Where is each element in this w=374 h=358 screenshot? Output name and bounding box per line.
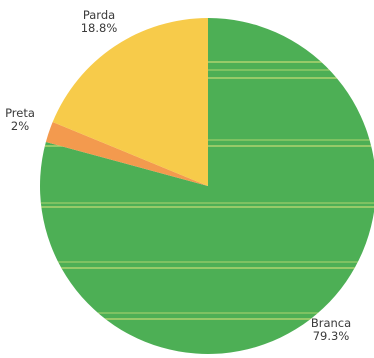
label-parda-value: 18.8% [81, 21, 118, 35]
label-preta-value: 2% [11, 119, 29, 133]
slice-preta [45, 122, 209, 186]
label-branca-value: 79.3% [313, 329, 350, 343]
label-parda-name: Parda [83, 8, 115, 22]
pie-slices [40, 18, 374, 354]
slice-parda [52, 18, 208, 186]
label-branca-name: Branca [311, 316, 351, 330]
slice-branca [40, 18, 374, 354]
label-preta-name: Preta [5, 106, 35, 120]
